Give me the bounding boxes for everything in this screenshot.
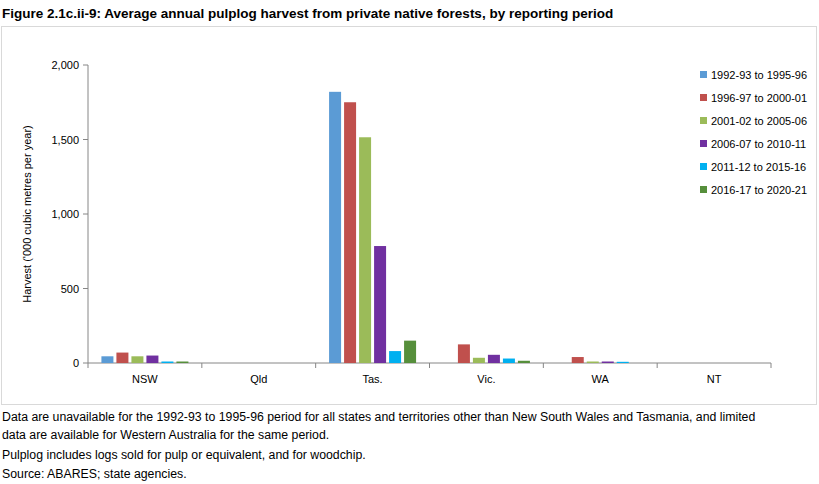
legend-label: 2011-12 to 2015-16 [711,161,806,173]
bar [701,363,713,364]
note: Source: ABARES; state agencies. [2,467,187,481]
legend-label: 2001-02 to 2005-06 [711,115,807,127]
bar [518,361,530,363]
x-tick-label: WA [592,373,610,385]
y-tick-label: 1,500 [51,134,79,146]
legend-swatch [700,94,707,101]
bar [587,362,599,363]
legend-swatch [700,117,707,124]
bars [101,92,628,363]
title: Figure 2.1c.ii-9: Average annual pulplog… [2,6,613,21]
bar [230,363,242,364]
note: data are available for Western Australia… [2,428,329,442]
chart-frame [2,27,817,405]
bar [329,92,341,363]
bar [131,356,143,363]
x-tick-label: Tas. [362,373,382,385]
legend-swatch [700,140,707,147]
x-tick [429,363,430,368]
x-tick [88,363,89,368]
y-tick-label: 2,000 [51,59,79,71]
bar [617,362,629,363]
bar [458,344,470,363]
x-tick [771,363,772,368]
x-tick-label: NSW [132,373,158,385]
bar [359,137,371,363]
bar [488,355,500,363]
bar [602,362,614,363]
y-tick [83,363,88,364]
x-tick-label: Vic. [477,373,495,385]
bar [632,363,644,364]
x-tick [543,363,544,368]
x-tick [657,363,658,368]
bar [116,353,128,363]
y-tick [83,65,88,66]
note: Pulplog includes logs sold for pulp or e… [2,448,366,462]
bar [146,356,158,363]
y-tick [83,288,88,289]
bar [344,102,356,363]
bar [746,363,758,364]
chart-svg: Figure 2.1c.ii-9: Average annual pulplog… [0,0,819,484]
bar [389,351,401,363]
legend-swatch [700,71,707,78]
y-axis-label: Harvest ('000 cubic metres per year) [21,125,33,303]
y-tick-label: 0 [73,357,79,369]
bar [473,358,485,363]
legend-label: 1996-97 to 2000-01 [711,92,807,104]
y-tick-label: 500 [61,283,79,295]
legend-swatch [700,163,707,170]
legend-label: 1992-93 to 1995-96 [711,69,807,81]
bar [290,363,302,364]
bar [275,363,287,364]
x-tick-label: NT [707,373,722,385]
bar [404,341,416,363]
y-tick [83,139,88,140]
x-tick-label: Qld [250,373,267,385]
legend-label: 2016-17 to 2020-21 [711,184,807,196]
x-tick [315,363,316,368]
bar [260,363,272,364]
note: Data are unavailable for the 1992-93 to … [2,410,755,424]
bar [731,363,743,364]
bar [503,359,515,363]
bar [572,357,584,363]
bar [374,246,386,363]
bar [101,356,113,363]
bar [686,363,698,364]
legend-swatch [700,186,707,193]
bar [245,363,257,364]
bar [161,362,173,363]
x-tick [201,363,202,368]
legend-label: 2006-07 to 2010-11 [711,138,806,150]
bar [176,362,188,363]
bar [716,363,728,364]
y-tick-label: 1,000 [51,208,79,220]
y-tick [83,214,88,215]
